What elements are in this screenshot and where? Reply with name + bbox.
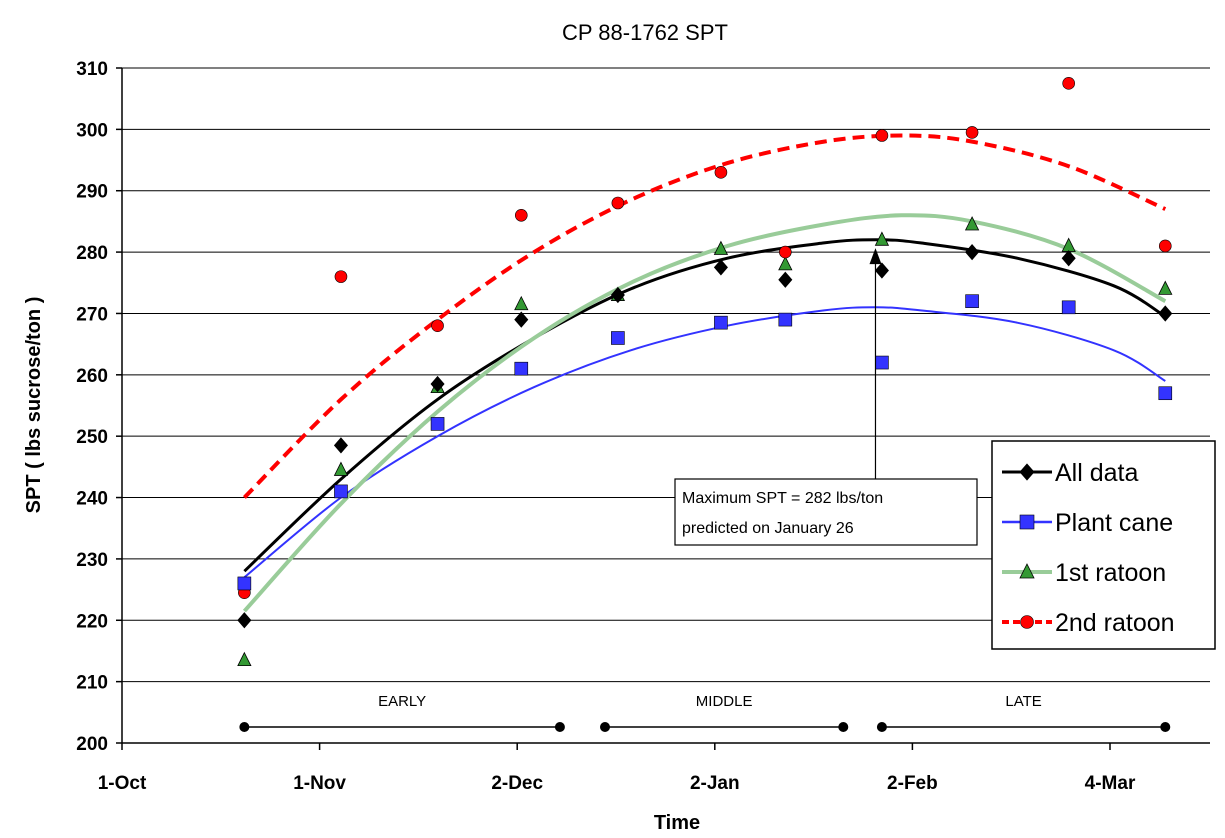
legend-marker-triangle bbox=[1019, 563, 1035, 579]
grid bbox=[122, 67, 1210, 683]
season-range-start bbox=[876, 722, 887, 732]
point-diamond bbox=[610, 286, 625, 304]
y-axis-title: SPT ( lbs sucrose/ton ) bbox=[23, 297, 45, 514]
point-square bbox=[514, 361, 529, 376]
point-square bbox=[714, 315, 728, 330]
point-triangle bbox=[1061, 237, 1076, 252]
legend-marker-diamond bbox=[1019, 463, 1035, 481]
x-tick-label: 1-Oct bbox=[98, 773, 147, 794]
point-diamond bbox=[237, 612, 252, 629]
point-triangle bbox=[237, 651, 252, 667]
point-circle bbox=[875, 129, 889, 142]
annotation-line-2: predicted on January 26 bbox=[682, 520, 854, 537]
y-tick-label: 310 bbox=[76, 59, 108, 80]
point-circle bbox=[431, 319, 444, 333]
point-square bbox=[237, 576, 252, 591]
max-annotation: Maximum SPT = 282 lbs/ton predicted on J… bbox=[674, 248, 978, 546]
point-circle bbox=[779, 245, 792, 259]
point-circle bbox=[1062, 77, 1075, 90]
season-label: EARLY bbox=[378, 693, 426, 710]
point-diamond bbox=[1061, 250, 1076, 267]
point-diamond bbox=[1158, 305, 1173, 322]
legend-label: 1st ratoon bbox=[1055, 559, 1166, 587]
point-square bbox=[778, 312, 793, 327]
point-triangle bbox=[778, 255, 793, 271]
y-tick-label: 260 bbox=[76, 366, 108, 387]
point-circle bbox=[965, 126, 979, 139]
y-tick-label: 250 bbox=[76, 427, 108, 448]
trend-line-circle bbox=[242, 133, 1167, 499]
legend-label: 2nd ratoon bbox=[1055, 609, 1175, 637]
x-ticks: 1-Oct 1-Nov 2-Dec 2-Jan 2-Feb 4-Mar bbox=[98, 743, 1136, 794]
y-tick-label: 220 bbox=[76, 611, 108, 632]
annotation-arrowhead bbox=[869, 248, 882, 265]
point-square bbox=[334, 484, 348, 499]
y-tick-label: 280 bbox=[76, 243, 108, 264]
point-square bbox=[1158, 386, 1173, 401]
y-tick-label: 200 bbox=[76, 734, 108, 755]
x-tick-label: 2-Jan bbox=[690, 773, 740, 794]
point-triangle bbox=[514, 295, 529, 311]
season-range-start bbox=[600, 722, 610, 732]
y-tick-label: 270 bbox=[76, 304, 108, 325]
point-circle bbox=[611, 196, 625, 210]
legend-label: Plant cane bbox=[1055, 509, 1173, 537]
point-triangle bbox=[964, 216, 980, 231]
point-square bbox=[1061, 300, 1076, 315]
season-label: MIDDLE bbox=[696, 693, 753, 710]
point-triangle bbox=[874, 231, 890, 246]
point-circle bbox=[334, 270, 348, 283]
season-range-end bbox=[1160, 722, 1171, 732]
y-tick-label: 210 bbox=[76, 673, 108, 694]
legend: All data Plant cane 1st ratoon 2nd ratoon bbox=[991, 440, 1216, 650]
x-tick-label: 2-Feb bbox=[887, 773, 938, 794]
point-diamond bbox=[713, 259, 728, 276]
point-diamond bbox=[333, 437, 348, 454]
season-range-start bbox=[239, 722, 250, 732]
point-diamond bbox=[874, 262, 889, 279]
trend-line-triangle bbox=[242, 213, 1167, 613]
x-tick-label: 1-Nov bbox=[293, 773, 346, 794]
data-points bbox=[237, 77, 1173, 667]
point-square bbox=[965, 294, 979, 308]
point-triangle bbox=[1158, 280, 1173, 295]
point-square bbox=[611, 331, 625, 345]
point-triangle bbox=[713, 240, 729, 255]
season-ranges: EARLY MIDDLE LATE bbox=[239, 693, 1171, 732]
annotation-box bbox=[674, 478, 978, 546]
annotation-line-1: Maximum SPT = 282 lbs/ton bbox=[682, 490, 883, 507]
season-range-end bbox=[838, 722, 849, 732]
y-tick-label: 300 bbox=[76, 120, 108, 141]
point-circle bbox=[714, 166, 728, 179]
x-tick-label: 4-Mar bbox=[1085, 773, 1136, 794]
y-tick-label: 230 bbox=[76, 550, 108, 571]
y-tick-label: 290 bbox=[76, 182, 108, 203]
point-diamond bbox=[778, 271, 793, 288]
legend-label: All data bbox=[1055, 459, 1138, 487]
season-range-end bbox=[554, 722, 565, 732]
axes bbox=[121, 68, 1210, 744]
trend-line-diamond bbox=[243, 238, 1167, 573]
season-label: LATE bbox=[1005, 693, 1041, 710]
legend-marker-square bbox=[1019, 514, 1035, 530]
point-diamond bbox=[430, 375, 445, 393]
x-tick-label: 2-Dec bbox=[491, 773, 543, 794]
chart-title: CP 88-1762 SPT bbox=[562, 20, 728, 45]
legend-marker-circle bbox=[1020, 615, 1034, 629]
x-axis-title: Time bbox=[654, 812, 700, 834]
point-square bbox=[430, 417, 445, 431]
point-circle bbox=[514, 208, 528, 222]
point-diamond bbox=[965, 243, 980, 261]
point-circle bbox=[1158, 239, 1172, 253]
y-ticks: 200 210 220 230 240 250 260 270 280 290 300 310 bbox=[76, 59, 122, 755]
point-square bbox=[875, 355, 889, 370]
point-diamond bbox=[514, 311, 529, 328]
point-triangle bbox=[333, 461, 349, 476]
y-tick-label: 240 bbox=[76, 489, 108, 510]
